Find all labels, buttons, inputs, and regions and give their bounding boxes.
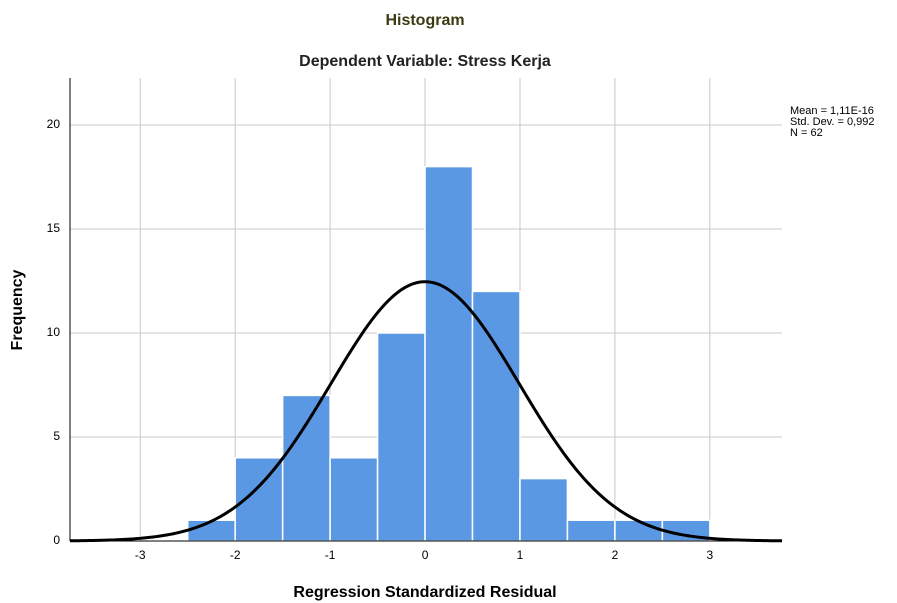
y-tick-label: 15 [47, 221, 61, 235]
x-tick-label: -3 [135, 548, 146, 562]
x-tick-label: 1 [517, 548, 524, 562]
bar [234, 457, 284, 542]
x-tick-label: -1 [325, 548, 336, 562]
y-tick-label: 5 [53, 429, 60, 443]
chart-title: Histogram [385, 12, 464, 29]
bar [566, 519, 616, 542]
y-tick-label: 20 [47, 117, 61, 131]
y-tick-label: 10 [47, 325, 61, 339]
stat-label: Mean = 1,11E-16 [790, 105, 874, 117]
stat-label: N = 62 [790, 127, 823, 139]
normal-curve [69, 280, 783, 543]
bar [471, 290, 521, 542]
stat-label: Std. Dev. = 0,992 [790, 116, 875, 128]
x-tick-label: 2 [612, 548, 619, 562]
chart-subtitle: Dependent Variable: Stress Kerja [299, 53, 551, 70]
x-tick-label: -2 [230, 548, 241, 562]
bar [424, 165, 474, 542]
bar [281, 394, 331, 542]
y-tick-label: 0 [53, 533, 60, 547]
x-tick-label: 0 [422, 548, 429, 562]
bar [329, 457, 379, 542]
x-axis-label: Regression Standardized Residual [293, 584, 556, 601]
bar [186, 519, 236, 542]
bar [376, 332, 426, 542]
y-axis-label: Frequency [9, 269, 26, 350]
bar [614, 519, 664, 542]
bar [519, 477, 569, 542]
x-tick-label: 3 [707, 548, 714, 562]
